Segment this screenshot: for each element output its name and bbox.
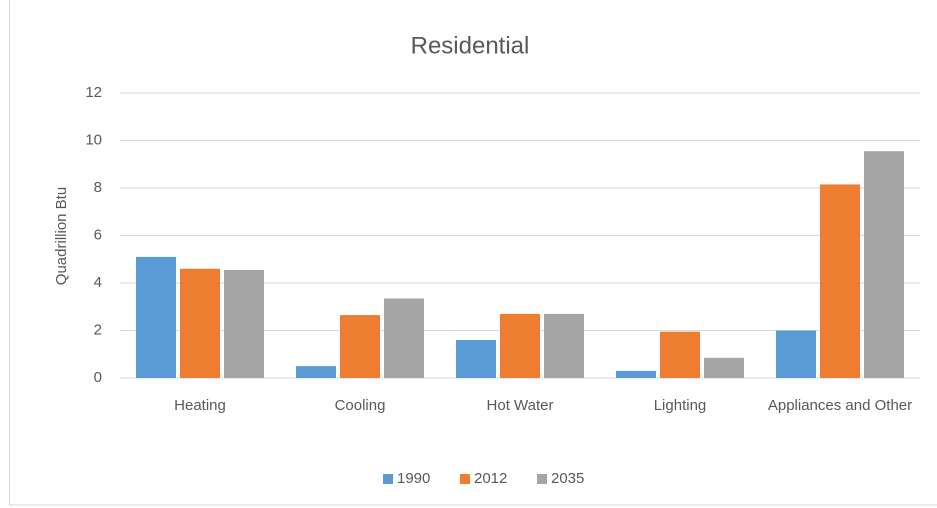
bar xyxy=(384,298,424,378)
bar xyxy=(456,340,496,378)
bar xyxy=(616,370,656,378)
y-axis-label: Quadrillion Btu xyxy=(53,187,70,285)
y-tick-label: 0 xyxy=(94,369,102,386)
y-tick-label: 10 xyxy=(85,131,102,148)
y-tick-label: 2 xyxy=(94,321,102,338)
bar xyxy=(544,313,584,378)
legend-swatch xyxy=(460,474,470,484)
y-tick-label: 8 xyxy=(94,179,102,196)
legend-label: 2012 xyxy=(474,470,507,487)
y-tick-label: 6 xyxy=(94,226,102,243)
y-tick-label: 12 xyxy=(85,84,102,101)
legend-swatch xyxy=(537,474,547,484)
bar xyxy=(704,357,744,378)
legend-label: 2035 xyxy=(551,470,584,487)
bar xyxy=(776,330,816,378)
bar xyxy=(660,331,700,378)
bar xyxy=(296,366,336,378)
bar xyxy=(180,268,220,378)
bar xyxy=(136,256,176,378)
x-tick-label: Cooling xyxy=(334,397,386,414)
bar xyxy=(224,269,264,378)
x-tick-label: Lighting xyxy=(653,397,707,414)
legend-swatch xyxy=(383,474,393,484)
y-tick-label: 4 xyxy=(94,274,102,291)
bar xyxy=(864,151,904,378)
x-tick-label: Heating xyxy=(174,397,226,414)
x-tick-label: Appliances and Other xyxy=(767,397,913,414)
legend-label: 1990 xyxy=(397,470,430,487)
chart-border xyxy=(9,0,937,506)
bar xyxy=(500,313,540,378)
chart-title: Residential xyxy=(411,32,530,59)
bar xyxy=(340,315,380,378)
x-tick-label: Hot Water xyxy=(486,397,554,414)
bar xyxy=(820,184,860,378)
